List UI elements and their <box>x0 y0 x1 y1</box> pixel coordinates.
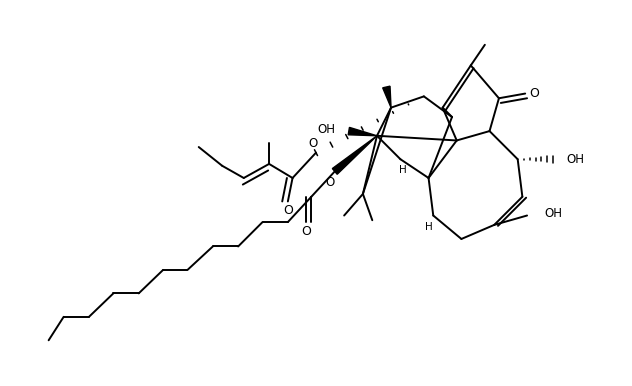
Text: O: O <box>530 87 540 100</box>
Text: O: O <box>308 137 318 150</box>
Text: OH: OH <box>318 123 336 136</box>
Text: O: O <box>301 225 312 238</box>
Text: H: H <box>425 222 432 232</box>
Text: OH: OH <box>544 207 562 220</box>
Polygon shape <box>332 136 377 174</box>
Polygon shape <box>348 127 377 136</box>
Text: O: O <box>283 204 293 217</box>
Text: H: H <box>399 166 407 176</box>
Text: O: O <box>325 176 335 189</box>
Text: OH: OH <box>566 153 585 166</box>
Polygon shape <box>383 86 391 108</box>
